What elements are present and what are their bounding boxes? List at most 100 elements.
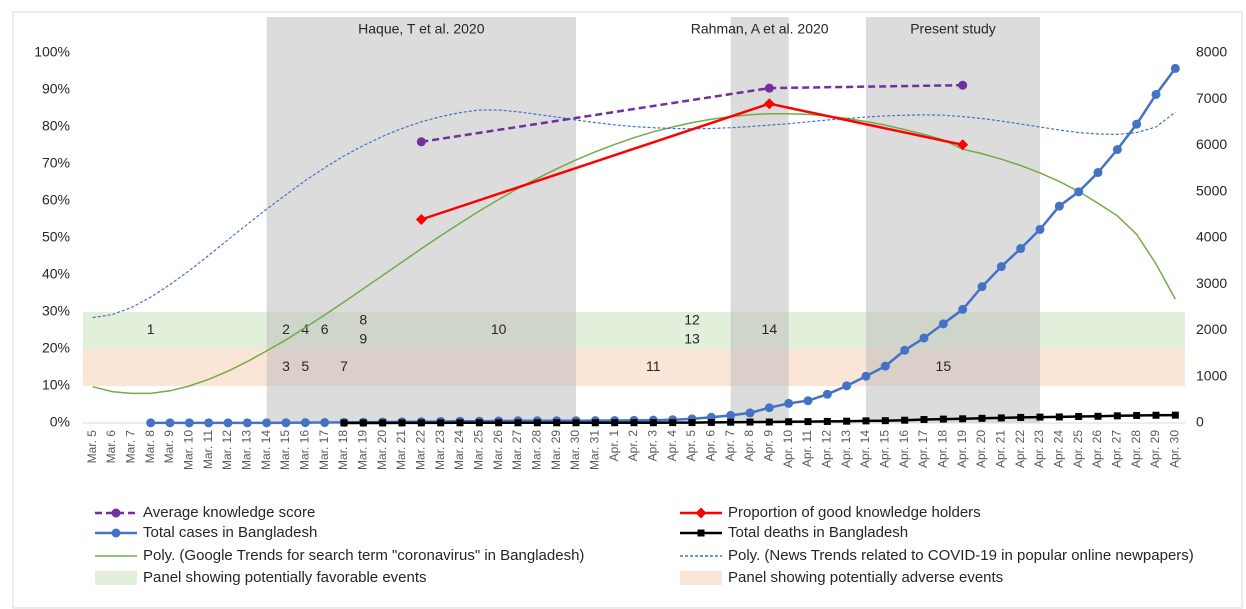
y2-tick-label: 7000 [1196, 90, 1227, 106]
trend-line [92, 112, 1176, 395]
point [707, 418, 715, 426]
x-tick-label: Apr. 26 [1090, 430, 1104, 468]
x-tick-label: Apr. 27 [1110, 430, 1124, 468]
point [726, 410, 736, 420]
x-tick-label: Apr. 23 [1032, 430, 1046, 468]
legend-label: Poly. (Google Trends for search term "co… [143, 547, 584, 564]
point [785, 418, 793, 426]
point [1093, 168, 1103, 178]
x-tick-label: Apr. 28 [1129, 430, 1143, 468]
point [398, 419, 406, 427]
point [996, 262, 1006, 272]
point [688, 419, 696, 427]
point [938, 319, 948, 329]
study-period [866, 17, 1040, 423]
legend-label: Average knowledge score [143, 504, 315, 521]
point [822, 389, 832, 399]
legend-label: Total cases in Bangladesh [143, 524, 317, 541]
point [184, 418, 194, 428]
x-tick-label: Mar. 29 [549, 430, 563, 470]
point [784, 398, 794, 408]
point [340, 419, 348, 427]
x-tick-label: Mar. 16 [298, 430, 312, 470]
point [764, 83, 774, 93]
event-number: 15 [936, 358, 952, 374]
point [165, 418, 175, 428]
x-tick-label: Apr. 6 [704, 430, 718, 462]
point [475, 419, 483, 427]
legend-label: Total deaths in Bangladesh [728, 524, 908, 541]
y-tick-label: 10% [42, 377, 70, 393]
y2-tick-label: 4000 [1196, 229, 1227, 245]
point [959, 415, 967, 423]
point [379, 419, 387, 427]
point [1036, 413, 1044, 421]
point [1113, 412, 1121, 420]
x-tick-label: Apr. 8 [742, 430, 756, 462]
point [1094, 412, 1102, 420]
legend-swatch [680, 571, 722, 585]
x-tick-label: Mar. 12 [220, 430, 234, 470]
x-tick-label: Apr. 4 [665, 430, 679, 462]
x-tick-label: Mar. 13 [240, 430, 254, 470]
point [300, 418, 310, 428]
y-tick-label: 50% [42, 229, 70, 245]
study-label: Present study [910, 21, 996, 37]
point [437, 419, 445, 427]
x-tick-label: Apr. 3 [646, 430, 660, 462]
x-tick-label: Mar. 15 [278, 430, 292, 470]
x-tick-label: Apr. 2 [626, 430, 640, 462]
x-tick-label: Apr. 25 [1071, 430, 1085, 468]
x-tick-label: Mar. 20 [375, 430, 389, 470]
study-period [730, 17, 789, 423]
y-tick-label: 80% [42, 118, 70, 134]
point [495, 419, 503, 427]
x-tick-label: Mar. 10 [182, 430, 196, 470]
x-tick-label: Apr. 12 [820, 430, 834, 468]
point [880, 361, 890, 371]
legend-label: Panel showing potentially adverse events [728, 569, 1003, 586]
x-tick-label: Apr. 15 [878, 430, 892, 468]
study-label: Rahman, A et al. 2020 [691, 21, 829, 37]
x-tick-label: Apr. 13 [839, 430, 853, 468]
event-number: 7 [340, 358, 348, 374]
point [1035, 224, 1045, 234]
y-tick-label: 70% [42, 155, 70, 171]
x-tick-label: Apr. 10 [781, 430, 795, 468]
x-tick-label: Apr. 9 [762, 430, 776, 462]
x-tick-label: Apr. 20 [974, 430, 988, 468]
event-number: 8 [359, 312, 367, 328]
point [765, 418, 773, 426]
x-tick-label: Mar. 22 [414, 430, 428, 470]
point [1055, 413, 1063, 421]
x-tick-label: Mar. 28 [530, 430, 544, 470]
point [1132, 119, 1142, 129]
x-tick-label: Apr. 17 [916, 430, 930, 468]
legend-label: Proportion of good knowledge holders [728, 504, 981, 521]
x-tick-label: Apr. 7 [723, 430, 737, 462]
y2-tick-label: 1000 [1196, 367, 1227, 383]
point [1017, 413, 1025, 421]
point [958, 304, 968, 314]
x-tick-label: Apr. 19 [955, 430, 969, 468]
y-tick-label: 30% [42, 303, 70, 319]
event-number: 1 [147, 321, 155, 337]
point [611, 419, 619, 427]
point [204, 418, 214, 428]
point [1170, 63, 1180, 73]
legend-marker [111, 508, 121, 518]
point [281, 418, 291, 428]
point [223, 418, 233, 428]
y-tick-label: 100% [34, 44, 70, 60]
point [881, 417, 889, 425]
x-tick-label: Mar. 31 [588, 430, 602, 470]
legend-marker [111, 528, 121, 538]
point [1075, 413, 1083, 421]
x-tick-label: Apr. 18 [936, 430, 950, 468]
point [804, 418, 812, 426]
x-tick-label: Apr. 11 [800, 430, 814, 467]
point [1074, 187, 1084, 197]
point [1112, 145, 1122, 155]
x-tick-label: Mar. 14 [259, 430, 273, 470]
